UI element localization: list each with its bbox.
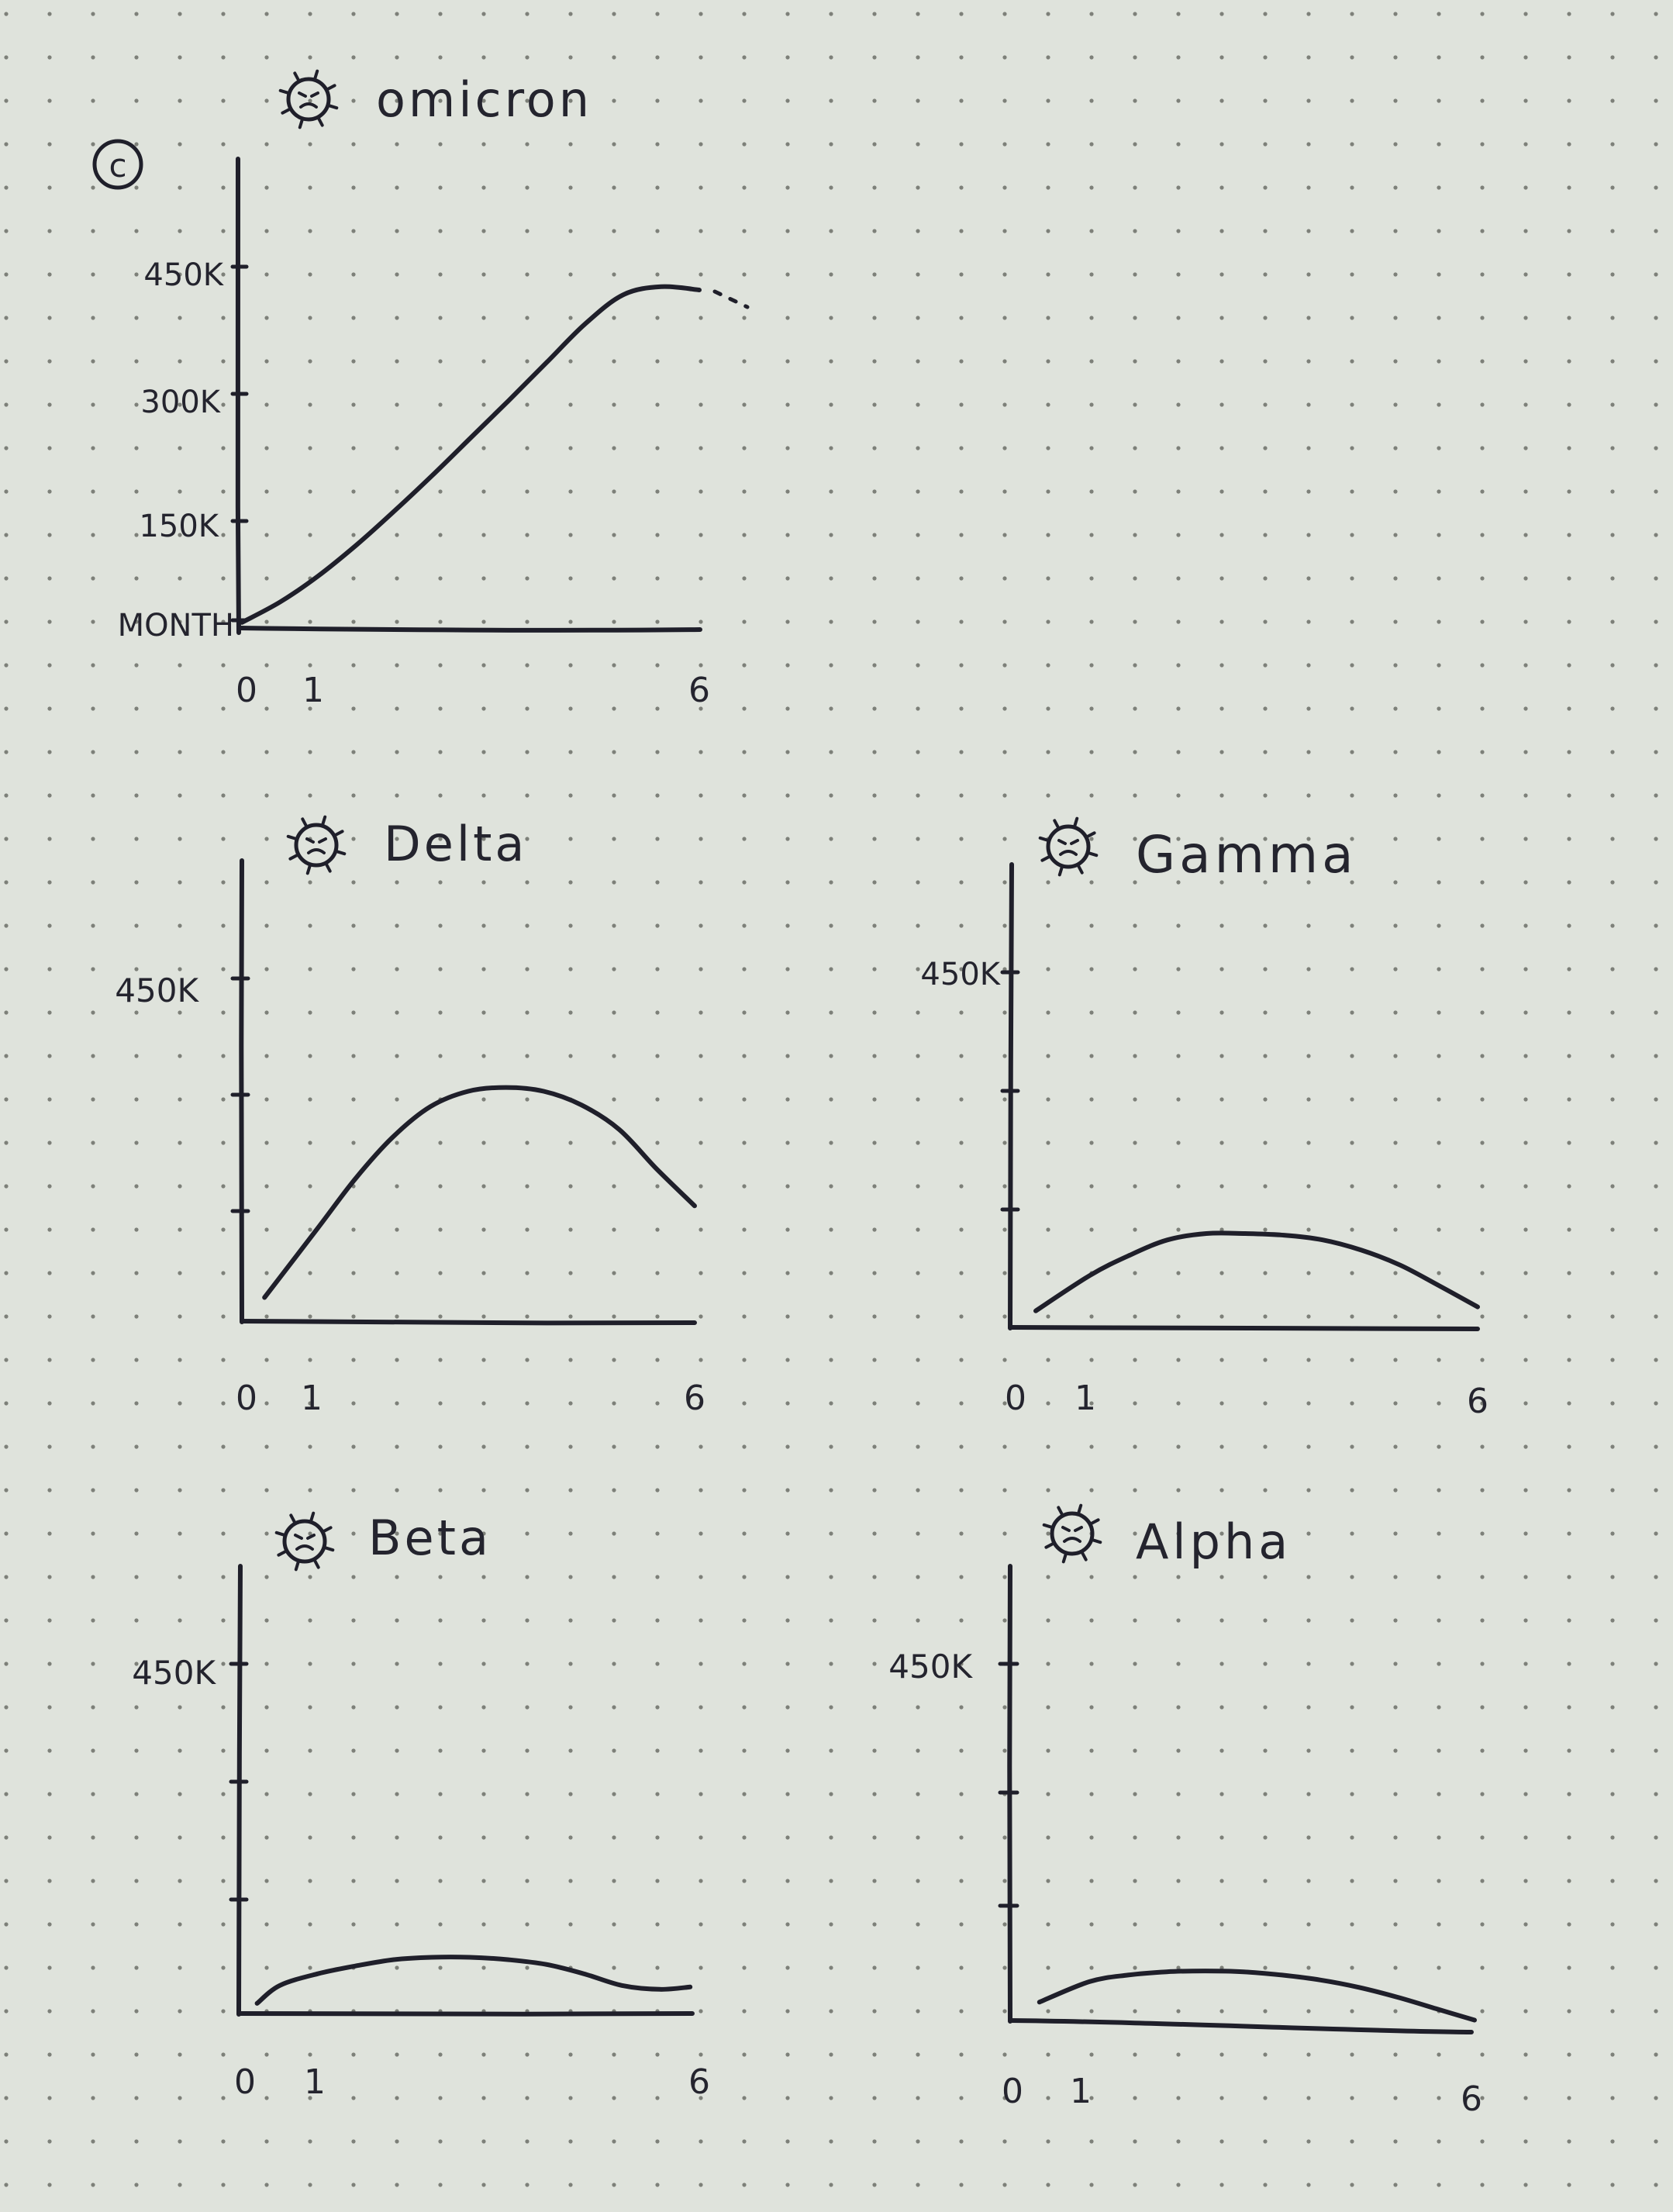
chart-gamma-xtick-label: 1 — [1075, 1379, 1096, 1418]
chart-beta-axes: 450K 0 1 6 — [132, 1564, 710, 2102]
chart-gamma: Gamma 450K 0 1 6 — [920, 816, 1488, 1421]
chart-omicron-series-line — [240, 284, 702, 625]
chart-omicron-axes: 450K 300K 150K MONTH 0 1 6 — [118, 157, 710, 710]
chart-beta-series-line — [254, 1955, 693, 2006]
virus-icon — [1038, 816, 1099, 877]
panel-marker-circle — [92, 139, 143, 190]
chart-beta-xtick-label: 6 — [688, 2062, 710, 2102]
chart-beta: Beta 450K 0 1 6 — [132, 1510, 710, 2102]
chart-delta-title: Delta — [384, 816, 527, 872]
chart-beta-title: Beta — [368, 1510, 492, 1566]
chart-alpha-axes: 450K 0 1 6 — [888, 1564, 1482, 2119]
chart-alpha-ytick-label: 450K — [888, 1648, 973, 1686]
virus-icon — [278, 69, 339, 129]
chart-delta: Delta 450K 0 1 6 — [115, 815, 705, 1418]
chart-omicron-continuation — [712, 289, 750, 309]
virus-icon — [274, 1511, 335, 1572]
chart-beta-title-group: Beta — [274, 1510, 492, 1572]
chart-delta-xtick-label: 6 — [684, 1379, 705, 1418]
dot-grid — [4, 12, 1658, 2187]
chart-omicron-ylabel: MONTH — [118, 608, 234, 644]
chart-omicron-ytick-label: 450K — [143, 257, 224, 293]
chart-alpha: Alpha 450K 0 1 6 — [888, 1503, 1482, 2119]
chart-gamma-y-axis — [1008, 862, 1014, 1330]
chart-omicron-xtick-label: 6 — [688, 671, 710, 710]
chart-omicron-xtick-label: 1 — [302, 671, 324, 710]
chart-omicron-y-axis — [235, 157, 241, 635]
virus-icon — [286, 815, 347, 875]
chart-alpha-y-axis — [1007, 1564, 1012, 2024]
chart-gamma-x-axis — [1008, 1325, 1480, 1331]
chart-gamma-ytick-label: 450K — [920, 957, 1001, 992]
chart-alpha-xtick-label: 6 — [1461, 2079, 1482, 2119]
chart-beta-xtick-label: 1 — [304, 2062, 326, 2102]
chart-delta-xtick-label: 1 — [301, 1379, 323, 1418]
chart-gamma-xtick-label: 6 — [1467, 1382, 1488, 1421]
chart-omicron-title-group: omicron — [278, 69, 592, 129]
chart-gamma-title: Gamma — [1136, 825, 1357, 885]
chart-alpha-xtick-label: 1 — [1070, 2072, 1092, 2111]
chart-omicron-x-axis — [236, 626, 702, 633]
chart-omicron-xtick-label: 0 — [236, 671, 257, 710]
chart-delta-y-axis — [239, 858, 244, 1324]
chart-omicron-ytick-label: 300K — [140, 385, 221, 420]
chart-gamma-title-group: Gamma — [1038, 816, 1357, 885]
chart-alpha-title: Alpha — [1136, 1513, 1292, 1570]
chart-alpha-title-group: Alpha — [1042, 1503, 1292, 1570]
chart-delta-series-line — [262, 1085, 697, 1300]
chart-alpha-x-axis — [1008, 2018, 1474, 2034]
chart-beta-ytick-label: 450K — [132, 1654, 216, 1692]
chart-delta-xtick-label: 0 — [236, 1379, 257, 1418]
chart-delta-x-axis — [240, 1319, 697, 1326]
chart-gamma-axes: 450K 0 1 6 — [920, 862, 1488, 1421]
chart-delta-title-group: Delta — [286, 815, 527, 875]
chart-beta-y-axis — [236, 1564, 243, 2017]
chart-alpha-series-line — [1037, 1969, 1477, 2023]
panel-marker-label: c — [109, 147, 126, 185]
chart-alpha-xtick-label: 0 — [1002, 2072, 1023, 2111]
chart-omicron-ytick-label: 150K — [139, 509, 219, 544]
chart-gamma-series-line — [1033, 1230, 1480, 1313]
chart-beta-xtick-label: 0 — [234, 2062, 256, 2102]
chart-omicron: omicron 450K 300K 150K MONTH 0 1 6 — [118, 69, 750, 710]
chart-omicron-title: omicron — [376, 71, 592, 128]
chart-gamma-xtick-label: 0 — [1005, 1379, 1026, 1418]
chart-delta-axes: 450K 0 1 6 — [115, 858, 705, 1418]
chart-delta-ytick-label: 450K — [115, 971, 199, 1009]
panel-marker: c — [92, 139, 143, 190]
virus-icon — [1042, 1503, 1102, 1564]
